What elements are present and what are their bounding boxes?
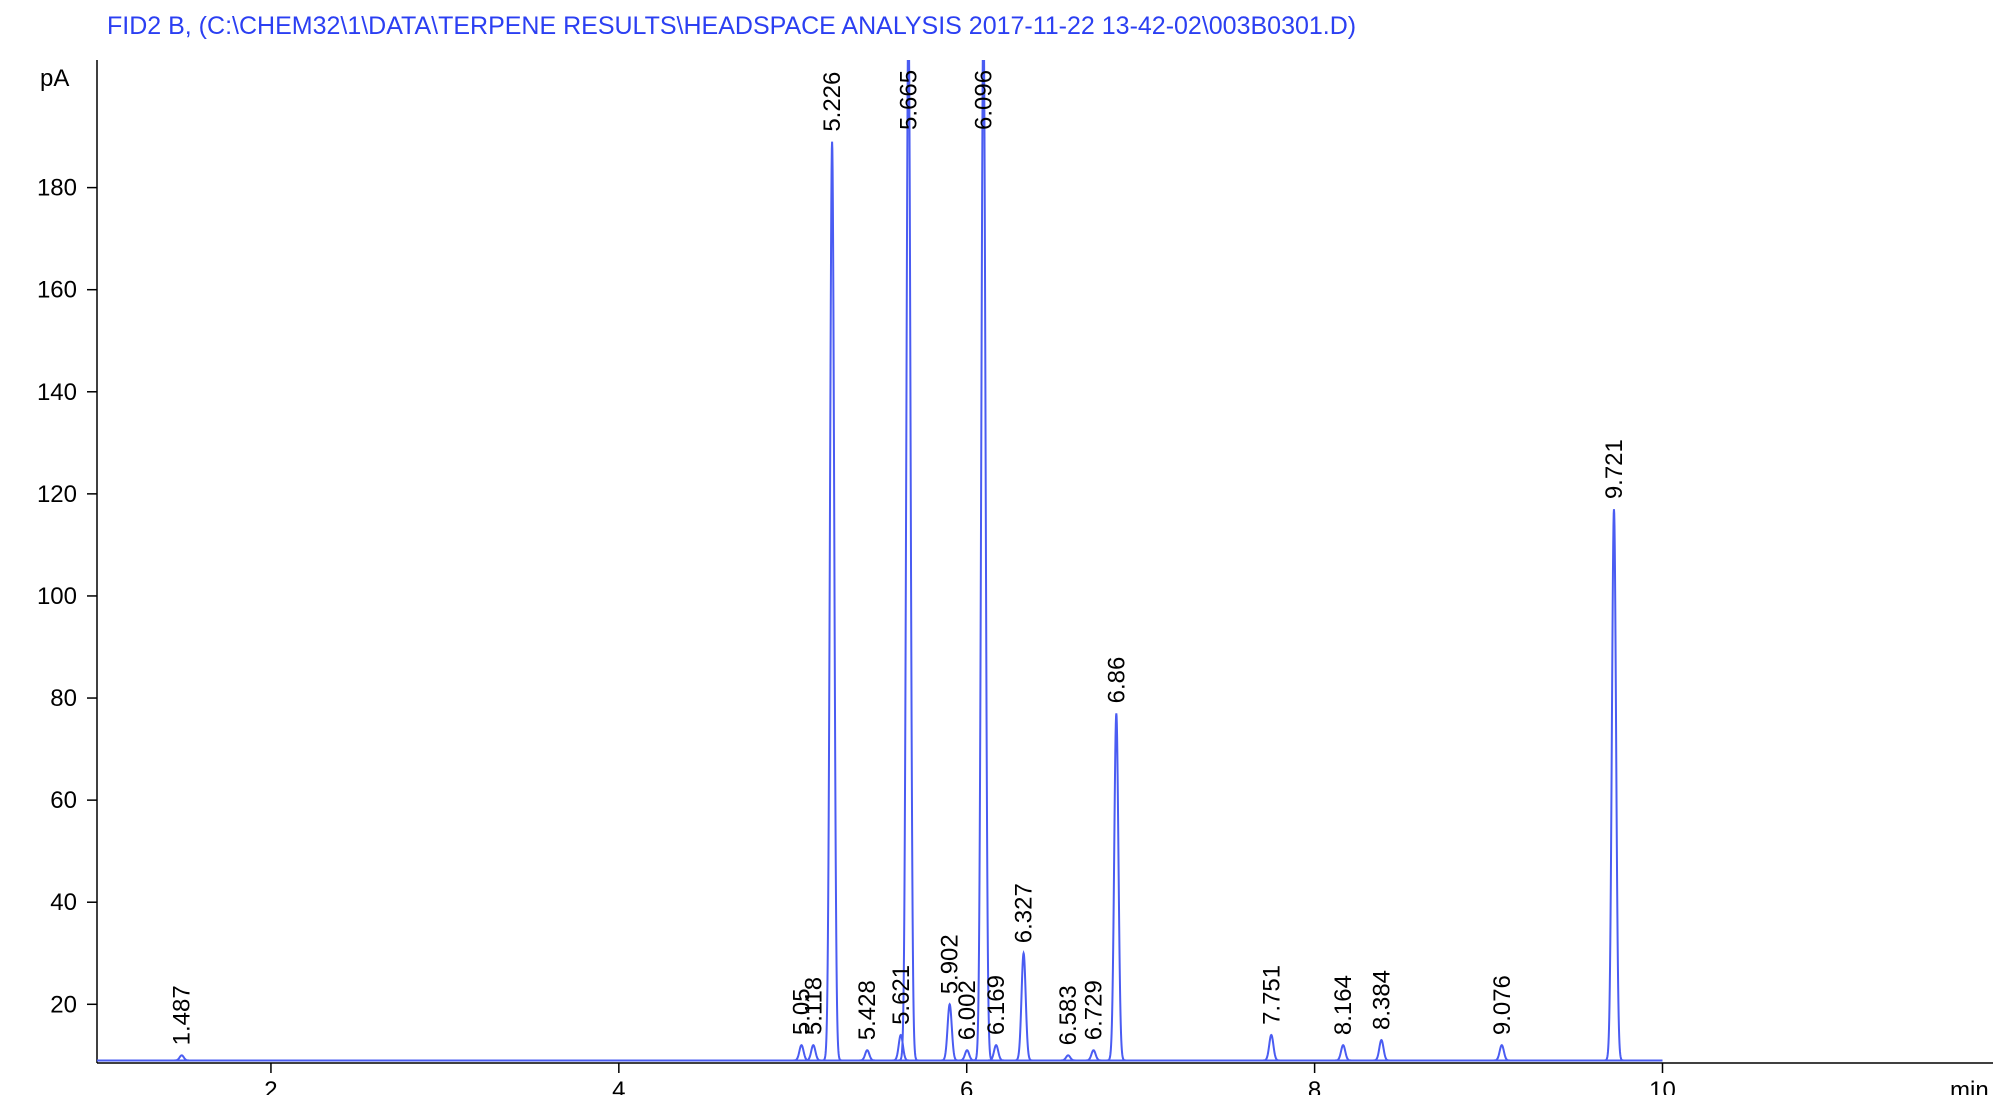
peak bbox=[898, 60, 919, 1062]
peak bbox=[939, 1002, 961, 1062]
peak-label: 6.002 bbox=[954, 980, 981, 1040]
peak bbox=[985, 1044, 1007, 1062]
y-tick-label: 40 bbox=[50, 889, 77, 916]
x-axis-label: min bbox=[1950, 1077, 1989, 1095]
y-tick-label: 100 bbox=[37, 583, 77, 610]
peak-label: 5.118 bbox=[800, 977, 827, 1035]
peak bbox=[1260, 1033, 1282, 1062]
y-tick-label: 80 bbox=[50, 685, 77, 712]
y-tick-label: 60 bbox=[50, 787, 77, 814]
peak bbox=[1332, 1044, 1354, 1062]
x-tick-label: 6 bbox=[960, 1077, 973, 1095]
peak bbox=[956, 1049, 978, 1062]
peak-label: 6.729 bbox=[1081, 980, 1108, 1040]
peak bbox=[1491, 1044, 1513, 1062]
peak-label: 5.621 bbox=[888, 965, 915, 1025]
peak-label: 8.384 bbox=[1368, 970, 1395, 1030]
x-tick-label: 4 bbox=[612, 1077, 625, 1095]
peak-label: 5.902 bbox=[937, 934, 964, 994]
peak bbox=[972, 60, 994, 1062]
plot-area bbox=[97, 60, 1663, 1062]
y-tick-label: 180 bbox=[37, 175, 77, 202]
peak bbox=[802, 1044, 824, 1062]
y-tick-label: 120 bbox=[37, 481, 77, 508]
y-tick-label: 160 bbox=[37, 277, 77, 304]
peak bbox=[171, 1054, 193, 1062]
peak-label: 5.05 bbox=[788, 988, 815, 1035]
x-tick-label: 2 bbox=[264, 1077, 277, 1095]
chart-title: FID2 B, (C:\CHEM32\1\DATA\TERPENE RESULT… bbox=[107, 12, 1356, 40]
peak-label: 9.076 bbox=[1489, 975, 1516, 1035]
peak-label: 6.096 bbox=[970, 70, 997, 130]
peak bbox=[856, 1049, 878, 1062]
y-tick-label: 20 bbox=[50, 991, 77, 1018]
peak-label: 5.226 bbox=[819, 72, 846, 132]
peak-label: 9.721 bbox=[1601, 439, 1628, 499]
peak-label: 8.164 bbox=[1330, 975, 1357, 1035]
peak-label: 6.583 bbox=[1055, 985, 1082, 1045]
peak bbox=[1370, 1038, 1392, 1062]
peak-label: 5.428 bbox=[854, 980, 881, 1040]
peak-label: 6.86 bbox=[1103, 657, 1130, 704]
peak-label: 6.327 bbox=[1011, 883, 1038, 943]
y-tick-label: 140 bbox=[37, 379, 77, 406]
y-axis-label: pA bbox=[40, 65, 69, 92]
peak bbox=[1105, 713, 1127, 1062]
peak-label: 5.665 bbox=[895, 70, 922, 130]
peak bbox=[1057, 1054, 1079, 1062]
peak-label: 1.487 bbox=[169, 985, 196, 1045]
peak bbox=[1603, 509, 1625, 1062]
peak bbox=[1013, 949, 1035, 1062]
peak bbox=[1083, 1049, 1104, 1062]
peak-label: 7.751 bbox=[1258, 965, 1285, 1025]
x-tick-label: 10 bbox=[1649, 1077, 1676, 1095]
peak-label: 6.169 bbox=[983, 975, 1010, 1035]
peak bbox=[821, 141, 843, 1062]
peak bbox=[890, 1033, 912, 1062]
x-tick-label: 8 bbox=[1308, 1077, 1321, 1095]
